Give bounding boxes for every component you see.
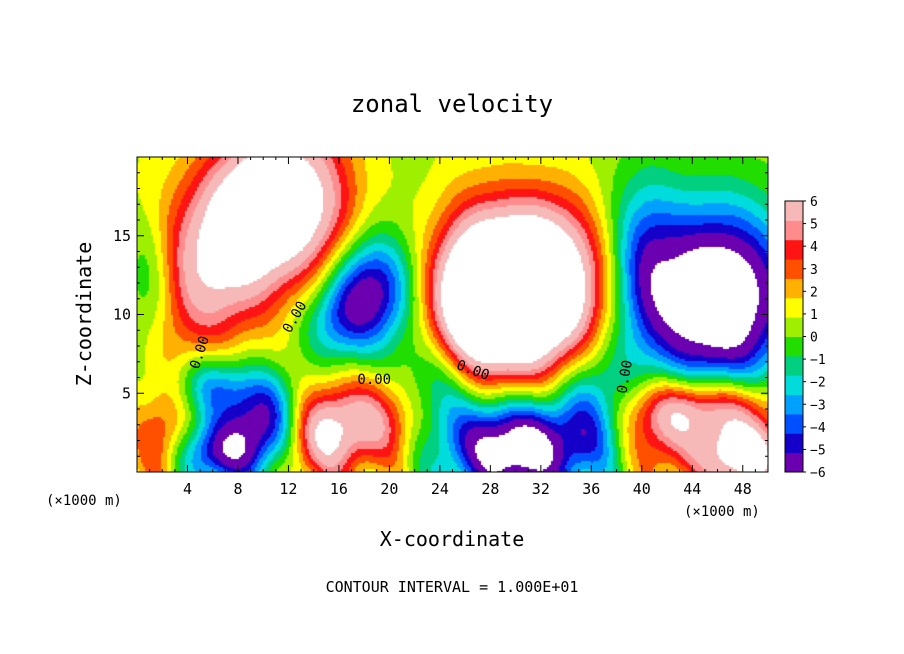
x-tick-label: 20 bbox=[380, 480, 398, 498]
y-tick-label: 5 bbox=[122, 384, 131, 402]
colorbar-tick-label: 4 bbox=[810, 240, 818, 255]
contour-interval-label: CONTOUR INTERVAL = 1.000E+01 bbox=[326, 578, 579, 596]
colorbar-tick-label: −6 bbox=[810, 466, 826, 481]
colorbar-swatch bbox=[785, 317, 803, 337]
x-tick-label: 12 bbox=[279, 480, 297, 498]
colorbar-tick-label: 5 bbox=[810, 218, 818, 233]
colorbar-tick-label: 2 bbox=[810, 285, 818, 300]
x-tick-label: 36 bbox=[582, 480, 600, 498]
x-tick-label: 8 bbox=[233, 480, 242, 498]
chart-title: zonal velocity bbox=[351, 90, 553, 118]
colorbar-swatch bbox=[785, 220, 803, 241]
x-tick-label: 24 bbox=[431, 480, 449, 498]
y-axis: 5 10 15 bbox=[113, 172, 768, 457]
colorbar-tick-label: −2 bbox=[810, 376, 826, 391]
x-tick-label: 44 bbox=[683, 480, 701, 498]
colorbar-tick-label: −5 bbox=[810, 443, 826, 458]
x-tick-label: 4 bbox=[183, 480, 192, 498]
plot-area: 0.000.000.00 0.00 0.00 4 8 12 16 20 24 28 32 36 40 4… bbox=[113, 156, 769, 498]
colorbar-swatch bbox=[785, 278, 803, 299]
x-axis: 4 8 12 16 20 24 28 32 36 40 44 48 bbox=[149, 157, 756, 498]
colorbar-swatch bbox=[785, 452, 803, 473]
colorbar-tick-label: 0 bbox=[810, 331, 818, 346]
colorbar-tick-label: −1 bbox=[810, 353, 826, 368]
y-tick-label: 10 bbox=[113, 306, 131, 324]
colorbar-tick-label: −3 bbox=[810, 398, 826, 413]
x-tick-label: 48 bbox=[734, 480, 752, 498]
colorbar-tick-label: −4 bbox=[810, 421, 826, 436]
y-tick-label: 15 bbox=[113, 227, 131, 245]
contour-label: 0.00 bbox=[357, 372, 391, 388]
colorbar-tick-label: 1 bbox=[810, 308, 818, 323]
colorbar-tick-label: 3 bbox=[810, 263, 818, 278]
colorbar-swatch bbox=[785, 239, 803, 260]
colorbar-swatch bbox=[785, 355, 803, 376]
contour-label: 0.00 bbox=[614, 359, 636, 395]
y-axis-title: Z-coordinate bbox=[72, 242, 96, 387]
x-tick-label: 40 bbox=[633, 480, 651, 498]
colorbar-swatch bbox=[785, 297, 803, 318]
colorbar-tick-label: 6 bbox=[810, 195, 818, 210]
x-axis-title: X-coordinate bbox=[380, 527, 525, 551]
x-unit-left: (×1000 m) bbox=[46, 493, 122, 509]
x-tick-label: 28 bbox=[481, 480, 499, 498]
colorbar-swatch bbox=[785, 201, 803, 221]
x-tick-label: 32 bbox=[532, 480, 550, 498]
x-unit-right: (×1000 m) bbox=[684, 504, 760, 520]
colorbar-swatch bbox=[785, 375, 803, 396]
colorbar-swatch bbox=[785, 394, 803, 415]
colorbar-swatch bbox=[785, 336, 803, 357]
colorbar-swatch bbox=[785, 413, 803, 434]
velocity-field bbox=[137, 157, 768, 472]
colorbar: 6 5 4 3 2 1 0 −1 −2 −3 −4 −5 −6 bbox=[784, 195, 826, 481]
colorbar-swatch bbox=[785, 259, 803, 279]
x-tick-label: 16 bbox=[330, 480, 348, 498]
colorbar-swatch bbox=[785, 433, 803, 454]
